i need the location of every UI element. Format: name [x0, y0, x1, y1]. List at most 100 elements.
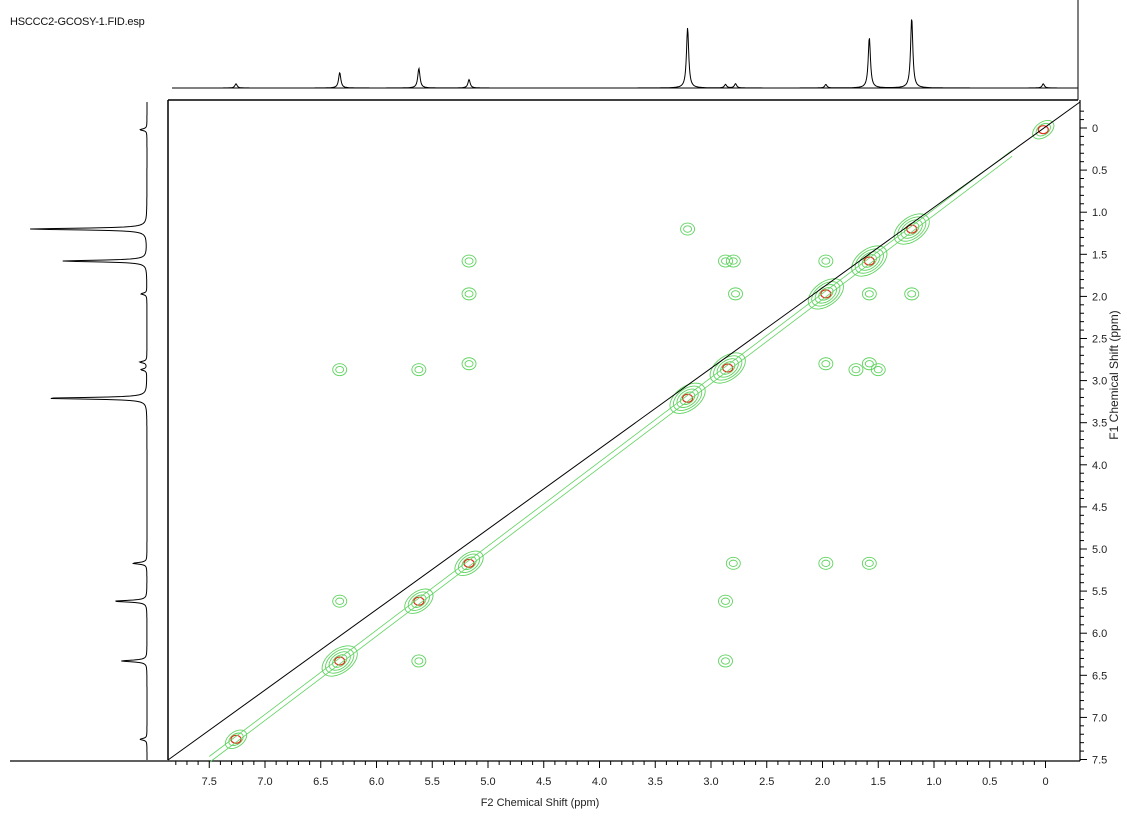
cross-peak-contour: [411, 654, 427, 668]
cross-peak-contour: [728, 559, 738, 567]
cross-peak-contour: [721, 597, 730, 605]
f1-projection-trace: [30, 102, 148, 760]
cross-peak: [461, 357, 477, 371]
y-tick-label: 5.5: [1092, 586, 1107, 598]
diagonal-peak-contour: [321, 645, 358, 677]
cross-peak-contour: [848, 363, 864, 377]
diagonal-peak-center: [413, 596, 425, 606]
diagonal-peak-contour: [818, 287, 834, 301]
cross-peak-contour: [335, 366, 345, 374]
cross-peak: [861, 556, 877, 570]
diagonal-peak-contour: [404, 588, 434, 614]
cross-peak-contour: [864, 290, 874, 298]
cross-peak-contour: [864, 559, 874, 567]
y-axis-label: F1 Chemical Shift (ppm): [1107, 310, 1121, 439]
y-tick-label: 4.5: [1092, 502, 1107, 514]
diagonal-peak-contour: [709, 352, 746, 384]
cross-peak-contour: [464, 257, 474, 265]
diagonal-peak-contour: [814, 284, 837, 304]
y-tick-label: 5.0: [1092, 544, 1107, 556]
cross-peak: [861, 287, 877, 301]
cross-peak: [718, 594, 733, 608]
diagonal-peak: [669, 382, 706, 414]
cross-peak-contour: [683, 225, 693, 233]
diagonal-peak-contour: [325, 648, 355, 674]
diagonal-peak-contour: [858, 251, 881, 271]
cross-peak-contour: [851, 366, 861, 374]
x-tick-label: 5.0: [480, 776, 495, 788]
diagonal-peak: [893, 213, 930, 245]
cross-peak-contour: [818, 357, 834, 371]
diagonal-peak-contour: [669, 382, 706, 414]
y-tick-label: 4.0: [1092, 460, 1107, 472]
diagonal-peak-contour: [1032, 119, 1055, 140]
diagonal-peak-contour: [224, 729, 248, 749]
cross-peak-contour: [464, 290, 474, 298]
cross-peak: [725, 556, 741, 570]
cross-peak-contour: [464, 360, 474, 368]
y-tick-label: 2.5: [1092, 334, 1107, 346]
y-tick-label: 1.0: [1092, 207, 1107, 219]
cross-peak: [818, 254, 834, 268]
cross-peak: [725, 254, 741, 268]
diagonal-peak-contour: [1035, 122, 1051, 137]
x-tick-label: 0: [1042, 776, 1048, 788]
f2-projection-trace: [172, 19, 1078, 89]
diagonal-line: [167, 101, 1081, 761]
diagonal-peak: [224, 729, 248, 749]
y-axis-ticks: 0 0.5 1.0 1.5 2.0 2.5 3.0 3.5 4.0 4.5 5.0 5.5 6.0 6.5…: [1080, 110, 1107, 767]
file-title: HSCCC2-GCOSY-1.FID.esp: [10, 16, 145, 28]
diagonal-peak: [807, 278, 844, 310]
cross-peak-contour: [864, 360, 874, 368]
cross-peak-contour: [461, 287, 477, 301]
y-tick-label: 7.0: [1092, 712, 1107, 724]
cross-peak-contour: [335, 597, 345, 605]
diagonal-peak-center: [722, 363, 734, 373]
cross-peak: [411, 363, 427, 377]
x-tick-label: 7.5: [202, 776, 217, 788]
cross-peak-contour: [904, 287, 920, 301]
cross-peak-contour: [718, 594, 733, 608]
cross-peak-contour: [461, 254, 477, 268]
cross-peak-contour: [332, 363, 348, 377]
cross-peak-contour: [870, 363, 886, 377]
diagonal-peak-contour: [900, 219, 923, 239]
y-tick-label: 6.0: [1092, 628, 1107, 640]
cross-peak-contour: [818, 556, 834, 570]
diagonal-peak-contour: [461, 556, 477, 571]
cross-peak: [461, 287, 477, 301]
diagonal-peak-center: [463, 558, 475, 568]
x-tick-label: 7.0: [257, 776, 272, 788]
diagonal-peak-contour: [679, 391, 696, 406]
cross-peak: [332, 594, 348, 608]
diagonal-peak-contour: [407, 591, 430, 611]
contour-layer: [209, 119, 1055, 763]
cross-peak-contour: [861, 287, 877, 301]
cross-peak: [718, 254, 733, 268]
y-tick-label: 3.5: [1092, 418, 1107, 430]
cross-peak: [461, 254, 477, 268]
cross-peak-contour: [725, 556, 741, 570]
diagonal-peak-center: [334, 656, 346, 666]
diagonal-peak-contour: [411, 594, 427, 608]
cross-peak-contour: [680, 222, 696, 236]
f1-projection: [30, 102, 148, 760]
cross-peak-contour: [725, 254, 741, 268]
cross-peak: [904, 287, 920, 301]
cross-peak: [332, 363, 348, 377]
cross-peak: [411, 654, 427, 668]
diagonal-peak-center: [1037, 125, 1049, 135]
diagonal-peak: [404, 588, 434, 614]
f2-projection: [172, 19, 1078, 89]
x-tick-label: 6.5: [313, 776, 328, 788]
x-axis-ticks: 7.5 7.0 6.5 6.0 5.5 5.0 4.5 4.0 3.5 3.0 2.5 2.0 1.5 1…: [175, 761, 1049, 788]
plot-frame: [10, 0, 1081, 762]
diagonal-peak-contour: [897, 216, 927, 242]
diagonal-peak: [851, 245, 888, 277]
diagonal-peak-center: [906, 224, 918, 234]
cross-peak-contour: [873, 366, 883, 374]
y-tick-label: 3.0: [1092, 376, 1107, 388]
diagonal-peak: [321, 645, 358, 677]
cross-peak-contour: [907, 290, 917, 298]
diagonal-peak: [1032, 119, 1055, 140]
